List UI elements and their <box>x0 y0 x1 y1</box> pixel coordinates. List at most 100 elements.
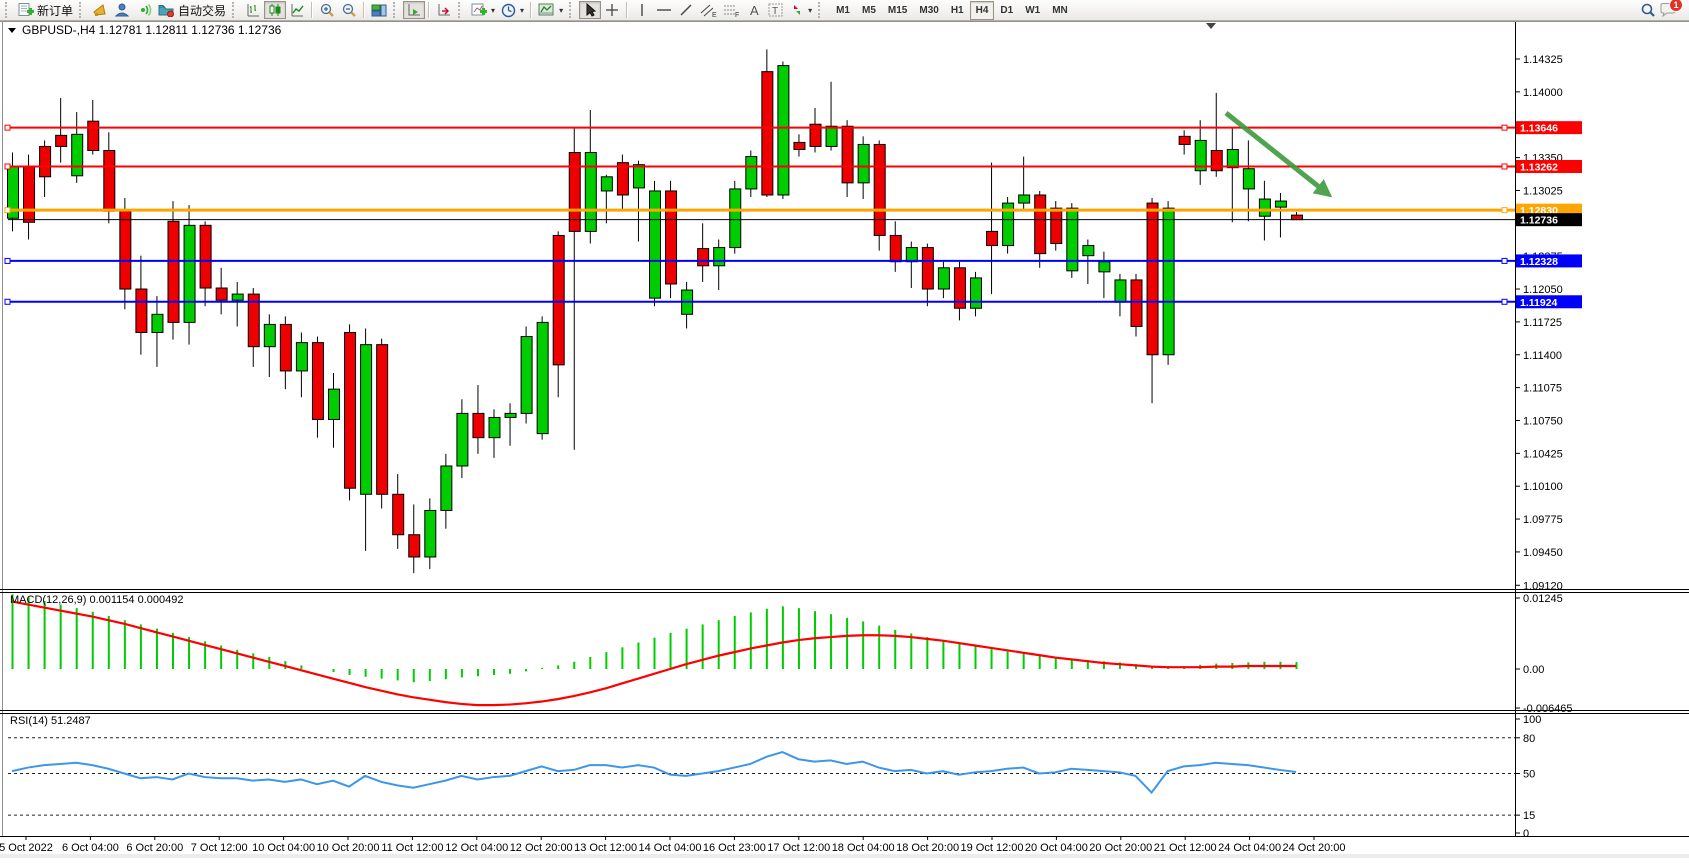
toolbar-separator <box>363 2 366 18</box>
arrows-button[interactable]: ▾ <box>787 1 815 19</box>
templates-button[interactable]: ▾ <box>535 1 566 19</box>
svg-text:14 Oct 04:00: 14 Oct 04:00 <box>639 842 702 854</box>
signals-button[interactable] <box>133 1 155 19</box>
horizontal-line-button[interactable] <box>653 1 675 19</box>
indicators-button[interactable]: ▾ <box>468 1 498 19</box>
svg-text:5 Oct 2022: 5 Oct 2022 <box>0 842 53 854</box>
trendline-button[interactable] <box>675 1 697 19</box>
timeframe-button-m1[interactable]: M1 <box>836 4 850 16</box>
svg-text:100: 100 <box>1523 714 1541 726</box>
zoom-out-button[interactable] <box>338 1 360 19</box>
dropdown-caret-icon: ▾ <box>491 5 496 15</box>
svg-text:-0.006465: -0.006465 <box>1523 703 1573 715</box>
bar-chart-icon <box>247 4 259 17</box>
svg-text:0: 0 <box>1523 828 1529 840</box>
toolbar: 新订单 自动交易 <box>0 0 1689 21</box>
community-button[interactable] <box>111 1 133 19</box>
svg-text:1.14000: 1.14000 <box>1523 87 1563 99</box>
svg-text:0.01245: 0.01245 <box>1523 593 1563 605</box>
svg-text:F: F <box>735 12 739 18</box>
timeframe-button-mn[interactable]: MN <box>1052 4 1068 16</box>
zoom-in-button[interactable] <box>316 1 338 19</box>
timeframe-button-w1[interactable]: W1 <box>1025 4 1041 16</box>
svg-text:A: A <box>750 3 759 17</box>
timeframe-button-m5[interactable]: M5 <box>862 4 876 16</box>
svg-text:1.09450: 1.09450 <box>1523 547 1563 559</box>
notifications-button[interactable]: 1 <box>1659 0 1683 18</box>
svg-text:1.12050: 1.12050 <box>1523 284 1563 296</box>
svg-text:80: 80 <box>1523 733 1535 745</box>
svg-text:1.12328: 1.12328 <box>1520 256 1558 268</box>
svg-text:24 Oct 20:00: 24 Oct 20:00 <box>1283 842 1346 854</box>
trendline-icon <box>680 4 692 16</box>
svg-text:1.13025: 1.13025 <box>1523 185 1563 197</box>
svg-text:0.00: 0.00 <box>1523 664 1544 676</box>
autoscroll-button[interactable] <box>403 1 426 19</box>
autoscroll-icon <box>408 4 420 16</box>
svg-text:17 Oct 12:00: 17 Oct 12:00 <box>767 842 830 854</box>
chart-shift-button[interactable] <box>433 1 455 19</box>
alerts-button[interactable] <box>89 1 111 19</box>
chart-shift-marker <box>1206 23 1216 29</box>
equidistant-channel-icon: E <box>700 4 717 18</box>
timeframe-button-d1[interactable]: D1 <box>1000 4 1014 16</box>
rsi-pane: RSI(14) 51.2487 100 80 50 15 0 <box>8 714 1541 840</box>
svg-text:1.10425: 1.10425 <box>1523 448 1563 460</box>
toolbar-grip <box>393 2 399 18</box>
text-label-button[interactable]: T <box>765 1 787 19</box>
toolbar-grip <box>818 2 824 18</box>
tile-windows-icon <box>371 4 387 17</box>
timeframe-button-h1[interactable]: H1 <box>950 4 964 16</box>
timeframe-button-m30[interactable]: M30 <box>919 4 939 16</box>
dropdown-caret-icon: ▾ <box>559 5 564 15</box>
svg-text:1.11924: 1.11924 <box>1520 297 1558 309</box>
bar-chart-button[interactable] <box>242 1 264 19</box>
periods-button[interactable]: ▾ <box>498 1 527 19</box>
line-chart-icon <box>291 4 304 17</box>
svg-text:18 Oct 04:00: 18 Oct 04:00 <box>832 842 895 854</box>
svg-text:6 Oct 20:00: 6 Oct 20:00 <box>126 842 183 854</box>
svg-text:20 Oct 20:00: 20 Oct 20:00 <box>1089 842 1152 854</box>
arrows-icon <box>794 5 801 15</box>
crosshair-button[interactable] <box>601 1 623 19</box>
notification-badge: 1 <box>1669 0 1683 12</box>
svg-text:MACD(12,26,9) 0.001154 0.00049: MACD(12,26,9) 0.001154 0.000492 <box>10 594 183 606</box>
svg-text:11 Oct 12:00: 11 Oct 12:00 <box>381 842 443 854</box>
svg-text:50: 50 <box>1523 769 1535 781</box>
svg-text:19 Oct 12:00: 19 Oct 12:00 <box>961 842 1024 854</box>
text-button[interactable]: A <box>743 1 765 19</box>
timeframe-button-h4[interactable]: H4 <box>969 0 995 20</box>
svg-text:20 Oct 04:00: 20 Oct 04:00 <box>1025 842 1088 854</box>
signal-icon <box>141 3 152 17</box>
cursor-arrow-icon <box>586 3 596 17</box>
vertical-line-button[interactable] <box>631 1 653 19</box>
svg-text:10 Oct 04:00: 10 Oct 04:00 <box>252 842 315 854</box>
candlestick-icon <box>269 4 281 16</box>
channel-button[interactable]: E <box>697 1 720 19</box>
svg-text:1.09120: 1.09120 <box>1523 580 1563 592</box>
svg-text:12 Oct 20:00: 12 Oct 20:00 <box>510 842 573 854</box>
new-order-button[interactable]: 新订单 <box>15 1 76 19</box>
tile-windows-button[interactable] <box>368 1 390 19</box>
fibonacci-button[interactable]: F <box>720 1 743 19</box>
cursor-button[interactable] <box>579 1 602 19</box>
chart-title: GBPUSD-,H4 1.12781 1.12811 1.12736 1.127… <box>8 23 282 37</box>
svg-text:15: 15 <box>1523 810 1535 822</box>
svg-text:1.11400: 1.11400 <box>1523 350 1562 362</box>
autotrade-button[interactable]: 自动交易 <box>155 1 229 19</box>
svg-text:12 Oct 04:00: 12 Oct 04:00 <box>445 842 508 854</box>
candlestick-chart-button[interactable] <box>264 1 287 19</box>
search-icon <box>1641 3 1655 17</box>
macd-pane: MACD(12,26,9) 0.001154 0.000492 0.01245 0.… <box>10 593 1573 715</box>
crosshair-icon <box>606 4 619 16</box>
svg-text:1.14325: 1.14325 <box>1523 54 1563 66</box>
toolbar-grip <box>569 2 575 18</box>
search-button[interactable] <box>1637 1 1659 19</box>
price-chart[interactable]: 1.143251.140001.133501.130251.123751.120… <box>0 20 1689 858</box>
line-chart-button[interactable] <box>286 1 308 19</box>
zoom-out-icon <box>342 3 356 17</box>
svg-text:13 Oct 12:00: 13 Oct 12:00 <box>574 842 637 854</box>
chart-window[interactable]: 1.143251.140001.133501.130251.123751.120… <box>0 20 1689 858</box>
timeframe-button-m15[interactable]: M15 <box>887 4 908 16</box>
chart-title-collapse-icon <box>8 28 16 33</box>
